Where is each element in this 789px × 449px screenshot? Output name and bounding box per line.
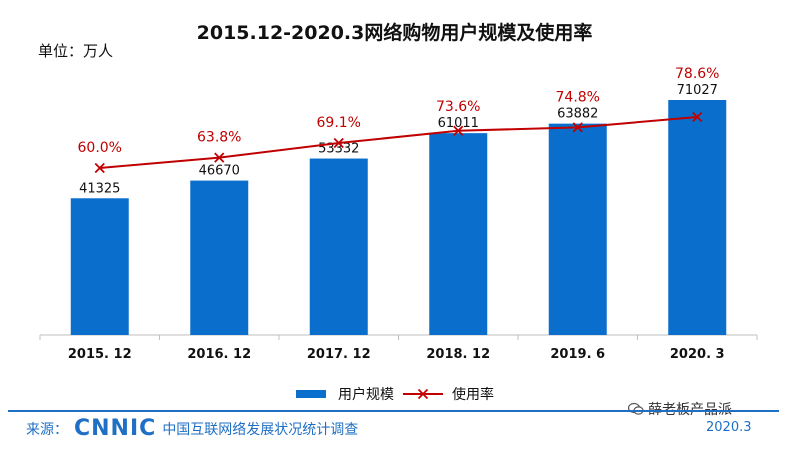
rate-value-label: 78.6% — [675, 66, 719, 82]
bar-value-label: 63882 — [557, 107, 598, 122]
wechat-icon — [627, 402, 644, 416]
bar-5 — [668, 100, 727, 335]
x-tick-label: 2018. 12 — [426, 347, 490, 362]
legend-label-bar: 用户规模 — [338, 386, 394, 403]
bar-0 — [70, 198, 129, 335]
source-description: 中国互联网络发展状况统计调查 — [162, 421, 359, 438]
legend-label-line: 使用率 — [452, 386, 494, 403]
x-tick-label: 2016. 12 — [187, 347, 251, 362]
rate-marker-2 — [333, 137, 344, 149]
rate-value-label: 73.6% — [436, 99, 480, 115]
bar-3 — [429, 133, 488, 335]
legend-marker — [417, 388, 429, 400]
bar-value-label: 41325 — [79, 181, 120, 196]
source-date: 2020.3 — [706, 420, 752, 435]
x-tick-label: 2019. 6 — [550, 347, 605, 362]
bar-value-label: 71027 — [677, 83, 718, 98]
bar-value-label: 46670 — [199, 164, 240, 179]
x-tick-label: 2020. 3 — [670, 347, 725, 362]
rate-value-label: 74.8% — [556, 90, 600, 106]
rate-line — [99, 116, 698, 169]
bar-4 — [548, 123, 607, 335]
rate-value-label: 60.0% — [78, 140, 122, 156]
chart-title: 2015.12-2020.3网络购物用户规模及使用率 — [196, 22, 593, 44]
rate-marker-1 — [214, 152, 225, 163]
source-line: 来源： CNNIC 中国互联网络发展状况统计调查 — [26, 416, 358, 441]
cnnic-logo: CNNIC — [74, 416, 157, 441]
x-tick-label: 2017. 12 — [307, 347, 371, 362]
footer-divider — [8, 410, 779, 412]
bar-value-label: 61011 — [438, 116, 479, 131]
x-tick-label: 2015. 12 — [68, 347, 132, 362]
rate-marker-0 — [94, 162, 105, 174]
rate-value-label: 63.8% — [197, 130, 241, 146]
bar-1 — [190, 180, 249, 335]
bar-2 — [309, 158, 368, 335]
rate-marker-3 — [453, 125, 464, 136]
legend-swatch-bar — [296, 390, 326, 398]
unit-label: 单位：万人 — [38, 42, 114, 60]
source-label: 来源： — [26, 421, 68, 438]
watermark-account: 薛老板产品派 — [627, 399, 732, 419]
rate-marker-5 — [692, 111, 703, 123]
rate-marker-4 — [572, 122, 583, 133]
rate-value-label: 69.1% — [317, 115, 361, 131]
watermark-account-name: 薛老板产品派 — [648, 402, 732, 418]
